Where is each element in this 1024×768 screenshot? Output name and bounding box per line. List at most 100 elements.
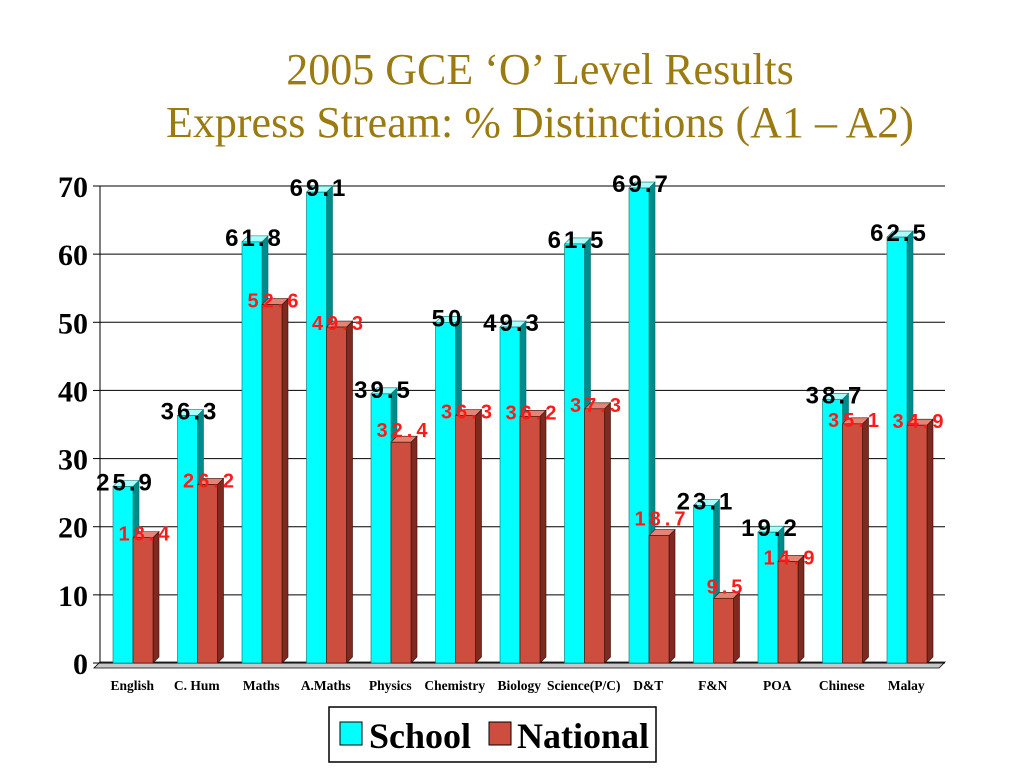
legend-swatch-school bbox=[339, 721, 363, 746]
national-bar-english bbox=[132, 530, 160, 664]
national-bar-c-hum-front bbox=[197, 484, 218, 664]
school-bar-chinese-front bbox=[822, 398, 843, 664]
school-value-label-f-n: 23.1 bbox=[677, 489, 736, 516]
school-bar-chemistry-front bbox=[435, 321, 456, 664]
x-tick-label-maths: Maths bbox=[243, 678, 280, 693]
school-value-label-chemistry: 50 bbox=[432, 305, 465, 332]
national-bar-maths bbox=[261, 297, 289, 664]
x-tick-label-d-t: D&T bbox=[633, 678, 663, 693]
y-tick-label: 50 bbox=[58, 307, 88, 340]
national-bar-science-p-c-front bbox=[584, 408, 605, 664]
national-value-label-poa: 14.9 bbox=[764, 547, 819, 569]
legend: School National bbox=[328, 706, 657, 763]
school-value-label-english: 25.9 bbox=[96, 470, 155, 497]
school-value-label-chinese: 38.7 bbox=[806, 382, 865, 409]
national-bar-d-t-front bbox=[648, 535, 670, 664]
national-bar-chemistry-front bbox=[455, 415, 476, 664]
school-bar-malay-front bbox=[886, 236, 908, 664]
x-tick-label-chemistry: Chemistry bbox=[424, 678, 485, 693]
national-bar-a-maths-side bbox=[346, 320, 353, 664]
x-tick-label-poa: POA bbox=[763, 678, 792, 693]
legend-label-school: School bbox=[369, 716, 471, 756]
national-value-label-c-hum: 26.2 bbox=[183, 470, 238, 492]
national-bar-f-n bbox=[712, 591, 741, 664]
national-bar-chinese bbox=[841, 417, 870, 664]
national-bar-d-t bbox=[648, 528, 676, 664]
national-bar-physics-front bbox=[390, 441, 412, 664]
x-tick-label-c-hum: C. Hum bbox=[174, 678, 221, 693]
x-tick-label-physics: Physics bbox=[369, 678, 412, 693]
legend-swatch-national bbox=[488, 721, 512, 746]
x-tick-label-a-maths: A.Maths bbox=[301, 678, 351, 693]
national-value-label-chinese: 35.1 bbox=[828, 410, 883, 432]
national-bar-chinese-front bbox=[842, 423, 863, 664]
national-bar-f-n-side bbox=[733, 591, 740, 664]
national-bar-biology-front bbox=[519, 416, 541, 664]
school-bar-c-hum-front bbox=[177, 415, 198, 664]
national-bar-biology bbox=[519, 409, 547, 664]
y-tick-label: 70 bbox=[58, 171, 88, 204]
y-tick-label: 60 bbox=[58, 239, 88, 272]
school-bar-a-maths-front bbox=[306, 191, 327, 664]
school-value-label-c-hum: 36.3 bbox=[161, 399, 220, 426]
national-value-label-science-p-c: 37.3 bbox=[570, 395, 625, 417]
national-bar-a-maths bbox=[325, 320, 354, 664]
chart-subtitle: Express Stream: % Distinctions (A1 – A2) bbox=[166, 98, 914, 147]
national-bar-poa-front bbox=[777, 561, 799, 664]
national-bar-english-side bbox=[152, 530, 160, 664]
national-bar-malay-side bbox=[926, 418, 934, 664]
national-bar-malay-front bbox=[906, 424, 928, 664]
school-bar-d-t bbox=[628, 181, 656, 664]
y-tick-label: 10 bbox=[58, 580, 88, 613]
national-bar-science-p-c bbox=[583, 402, 612, 664]
national-bar-physics bbox=[390, 435, 418, 664]
school-bar-d-t-front bbox=[628, 187, 650, 664]
legend-label-national: National bbox=[517, 716, 649, 756]
school-value-label-biology: 49.3 bbox=[483, 310, 542, 337]
national-bar-biology-side bbox=[539, 409, 547, 664]
national-bar-chemistry-side bbox=[475, 408, 482, 664]
school-value-label-malay: 62.5 bbox=[870, 220, 929, 247]
y-tick-label: 40 bbox=[58, 375, 88, 408]
national-bar-physics-side bbox=[410, 435, 418, 664]
national-bar-c-hum-side bbox=[217, 477, 224, 664]
school-bar-f-n-front bbox=[693, 505, 714, 664]
y-tick-label: 0 bbox=[73, 648, 88, 681]
school-bar-science-p-c-front bbox=[564, 243, 585, 664]
national-bar-poa bbox=[777, 554, 805, 664]
plot-area: 0 10 20 30 40 50 60 70 English C. Hum Maths A.Maths… bbox=[58, 171, 946, 693]
x-tick-label-science-p-c: Science(P/C) bbox=[547, 678, 620, 693]
school-value-label-a-maths: 69.1 bbox=[290, 175, 349, 202]
national-bar-chemistry bbox=[454, 408, 483, 664]
national-value-label-biology: 36.2 bbox=[506, 402, 561, 424]
national-value-label-physics: 32.4 bbox=[377, 420, 432, 442]
national-value-label-english: 18.4 bbox=[119, 524, 174, 546]
x-tick-label-malay: Malay bbox=[888, 678, 925, 693]
x-tick-label-english: English bbox=[110, 678, 154, 693]
national-bar-a-maths-front bbox=[326, 326, 347, 664]
school-value-label-physics: 39.5 bbox=[354, 377, 413, 404]
x-tick-label-chinese: Chinese bbox=[819, 678, 865, 693]
national-bar-maths-front bbox=[261, 304, 283, 664]
school-bar-english-front bbox=[112, 486, 134, 664]
school-bar-biology-front bbox=[499, 326, 521, 664]
school-value-label-science-p-c: 61.5 bbox=[548, 227, 607, 254]
chart-title: 2005 GCE ‘O’ Level Results bbox=[286, 45, 794, 94]
national-bar-science-p-c-side bbox=[604, 402, 611, 664]
school-bar-f-n bbox=[692, 498, 721, 664]
national-bar-c-hum bbox=[196, 477, 225, 664]
national-bar-maths-side bbox=[281, 297, 289, 664]
y-tick-label: 20 bbox=[58, 512, 88, 545]
national-value-label-f-n: 9.5 bbox=[707, 576, 747, 598]
y-tick-label: 30 bbox=[58, 444, 88, 477]
national-bar-english-front bbox=[132, 537, 154, 664]
national-value-label-chemistry: 36.3 bbox=[441, 402, 496, 424]
national-value-label-maths: 52.6 bbox=[248, 291, 303, 313]
x-tick-label-biology: Biology bbox=[497, 678, 541, 693]
national-value-label-d-t: 18.7 bbox=[635, 509, 690, 531]
national-bar-d-t-side bbox=[668, 528, 676, 664]
national-value-label-a-maths: 49.3 bbox=[312, 313, 367, 335]
national-bar-malay bbox=[906, 418, 934, 664]
national-bar-chinese-side bbox=[862, 417, 869, 664]
